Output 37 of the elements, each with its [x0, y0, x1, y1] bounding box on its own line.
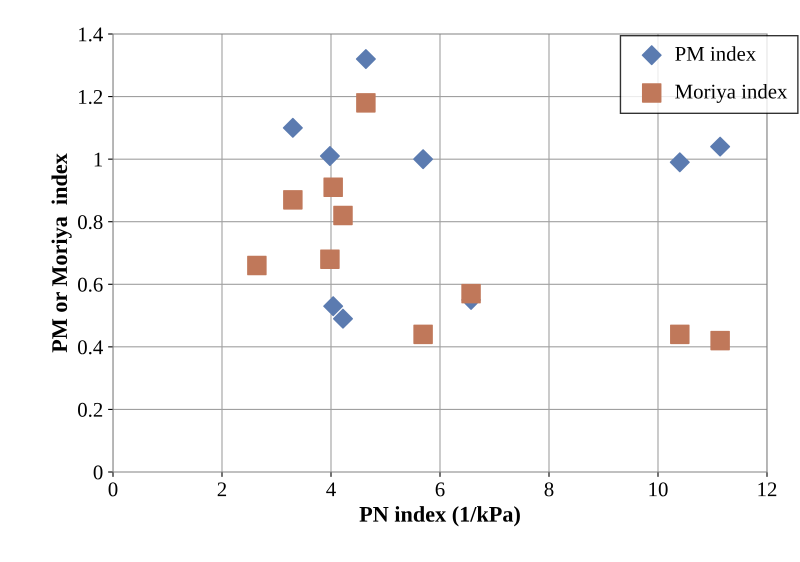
- point: [670, 152, 690, 172]
- y-tick-label: 1.2: [79, 90, 102, 104]
- legend-label: Moriya index: [675, 84, 788, 103]
- y-tick-label: 0.2: [78, 402, 102, 417]
- point: [323, 178, 343, 198]
- point: [356, 49, 376, 70]
- x-tick-label: 10: [649, 482, 668, 496]
- y-tick-label: 0.4: [78, 340, 103, 354]
- x-tick-label: 4: [326, 482, 336, 496]
- point: [320, 250, 340, 270]
- x-tick-label: 12: [758, 482, 776, 496]
- point: [247, 256, 267, 276]
- point: [461, 284, 481, 304]
- y-tick-label: 0.6: [78, 278, 103, 292]
- y-axis-title: PM or Moriya index: [51, 153, 72, 352]
- point: [413, 149, 434, 170]
- point: [333, 206, 353, 226]
- point: [320, 146, 340, 166]
- point: [413, 324, 433, 344]
- point: [710, 330, 730, 350]
- x-tick-label: 2: [218, 482, 226, 496]
- y-tick-label: 1.4: [79, 27, 103, 42]
- x-tick-label: 0: [108, 482, 118, 496]
- point: [670, 324, 690, 344]
- point: [356, 93, 376, 113]
- y-tick-label: 0: [94, 465, 102, 480]
- x-tick-label: 6: [436, 482, 445, 496]
- y-tick-label: 0.8: [78, 215, 102, 230]
- point: [282, 118, 303, 138]
- point: [283, 190, 303, 210]
- legend-label: PM index: [675, 46, 756, 61]
- y-tick-label: 1: [94, 152, 102, 166]
- point: [710, 136, 730, 157]
- x-tick-label: 8: [544, 482, 554, 496]
- point: [332, 308, 353, 329]
- x-axis-title: PN index (1/kPa): [360, 506, 520, 526]
- point: [323, 296, 344, 316]
